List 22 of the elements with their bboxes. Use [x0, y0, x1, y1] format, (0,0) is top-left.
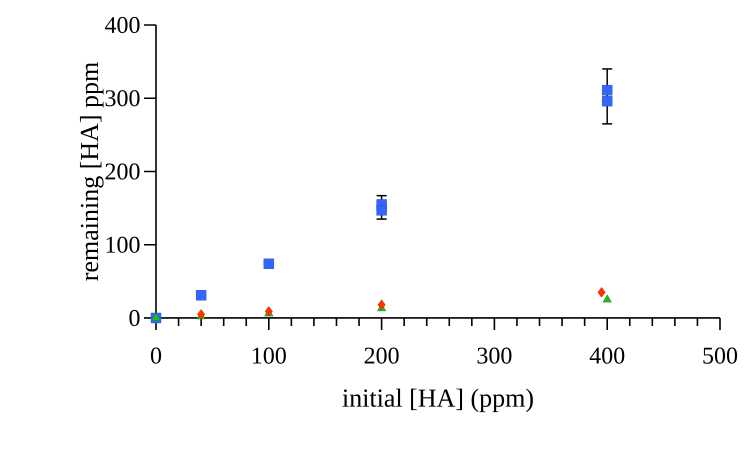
point — [151, 312, 161, 321]
x-tick-label: 100 — [252, 348, 286, 364]
point — [598, 287, 606, 298]
y-tick-label: 400 — [104, 16, 140, 34]
point — [264, 258, 274, 269]
x-axis-title: initial [HA] (ppm) — [342, 388, 533, 412]
x-tick-label: 500 — [703, 348, 738, 364]
point — [602, 84, 612, 96]
x-tick-label: 0 — [150, 348, 162, 364]
point — [376, 205, 387, 216]
x-tick-label: 300 — [478, 348, 512, 364]
y-tick-label: 100 — [106, 236, 140, 253]
point — [378, 300, 386, 310]
y-tick-label: 200 — [106, 163, 140, 180]
x-tick-label: 400 — [590, 348, 624, 364]
y-tick-label: 300 — [106, 90, 140, 106]
y-axis-title: remaining [HA] ppm — [80, 62, 104, 281]
point — [196, 290, 206, 300]
x-tick-label: 200 — [364, 348, 399, 364]
point — [602, 294, 612, 302]
point — [602, 96, 612, 106]
y-tick-label: 0 — [129, 310, 140, 326]
